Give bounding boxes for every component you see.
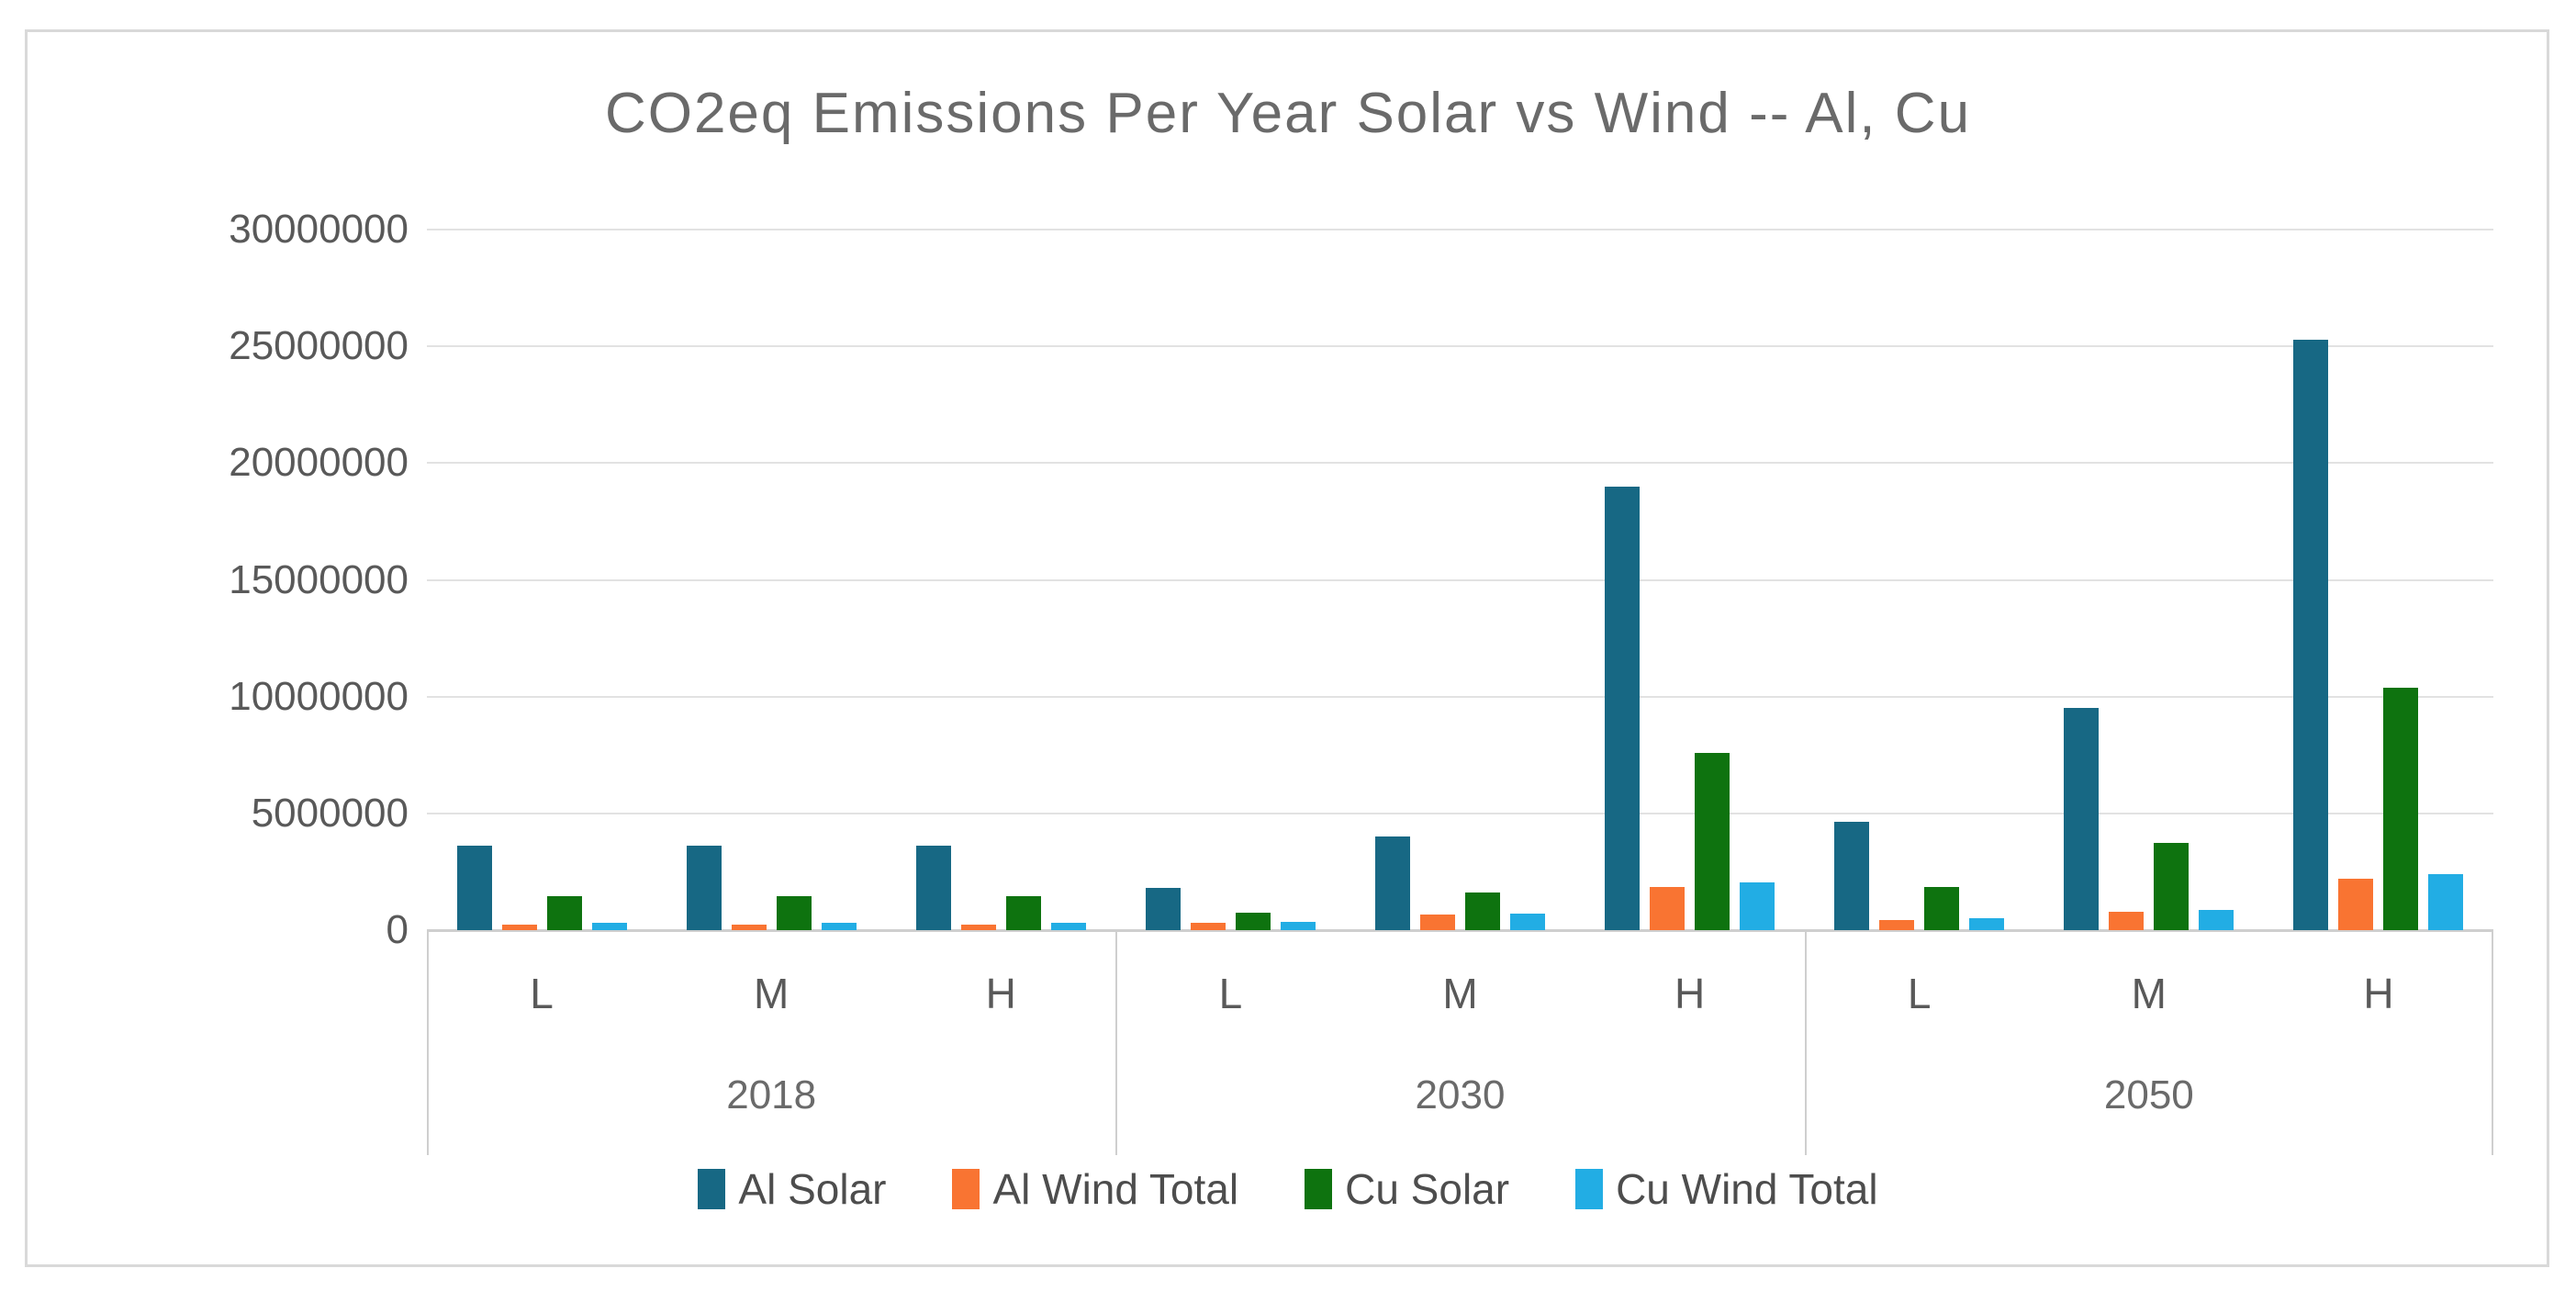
bar-al-wind-total <box>501 924 537 930</box>
bar-cu-solar <box>546 896 582 930</box>
bar-cluster-2050-M <box>2034 708 2264 930</box>
bar-cluster-2030-H <box>1575 486 1805 930</box>
bar-cluster-2030-L <box>1115 888 1345 930</box>
legend-item-cu-wind-total: Cu Wind Total <box>1575 1164 1878 1214</box>
gridline <box>427 345 2493 348</box>
bar-cluster-2018-M <box>656 846 886 930</box>
bar-cu-solar <box>1464 892 1500 930</box>
legend-swatch-icon <box>1575 1169 1604 1209</box>
category-axis: L M H L M H L M H 2018 2030 2050 <box>427 930 2493 1155</box>
group-year-label: 2050 <box>2103 1072 2194 1117</box>
subgroup-label: M <box>2131 970 2167 1017</box>
bar-al-wind-total <box>1879 920 1915 930</box>
chart-title: CO2eq Emissions Per Year Solar vs Wind -… <box>604 82 1972 145</box>
y-tick-label: 20000000 <box>229 440 409 486</box>
subgroup-label: H <box>1674 970 1706 1017</box>
subgroup-label: L <box>1218 970 1243 1017</box>
y-tick-label: 0 <box>386 907 409 952</box>
bar-al-solar <box>1605 486 1641 930</box>
bar-cu-solar <box>1005 896 1041 930</box>
bar-cu-wind-total <box>591 923 627 930</box>
subgroup-label: L <box>530 970 554 1017</box>
bar-cu-wind-total <box>821 923 857 930</box>
bar-al-solar <box>1145 888 1181 930</box>
bar-cluster-2050-L <box>1805 821 2034 930</box>
legend-swatch-icon <box>1305 1169 1333 1209</box>
bar-cluster-2018-H <box>886 846 1115 930</box>
x-axis-baseline <box>427 929 2493 932</box>
bar-cu-solar <box>1924 886 1960 930</box>
bar-al-wind-total <box>2338 879 2374 930</box>
bar-al-solar <box>1374 836 1410 930</box>
axis-group-divider <box>427 930 429 1155</box>
legend-label: Cu Solar <box>1345 1165 1510 1213</box>
bar-al-solar <box>1834 821 1870 930</box>
legend-item-al-wind-total: Al Wind Total <box>952 1164 1238 1214</box>
subgroup-label: M <box>754 970 790 1017</box>
y-tick-label: 10000000 <box>229 673 409 719</box>
legend-item-cu-solar: Cu Solar <box>1305 1164 1509 1214</box>
legend-label: Cu Wind Total <box>1616 1165 1878 1213</box>
bar-cu-solar <box>776 896 812 930</box>
bar-al-solar <box>456 846 492 930</box>
bar-cu-wind-total <box>1969 918 2005 930</box>
gridline <box>427 229 2493 230</box>
bar-cu-wind-total <box>2428 873 2464 930</box>
legend-label: Al Wind Total <box>992 1165 1239 1213</box>
gridline <box>427 695 2493 698</box>
bar-al-wind-total <box>1190 923 1226 930</box>
legend-swatch-icon <box>952 1169 980 1209</box>
bar-al-solar <box>2293 339 2329 930</box>
bar-al-solar <box>915 846 951 930</box>
subgroup-label: H <box>985 970 1016 1017</box>
y-tick-label: 5000000 <box>251 790 409 836</box>
gridline <box>427 578 2493 581</box>
y-tick-label: 25000000 <box>229 323 409 369</box>
gridline <box>427 462 2493 465</box>
subgroup-label: H <box>2363 970 2394 1017</box>
bar-cu-wind-total <box>1280 922 1316 930</box>
bar-cu-solar <box>1235 912 1271 930</box>
subgroup-label: L <box>1907 970 1932 1017</box>
bar-cu-solar <box>1695 752 1730 930</box>
axis-group-divider <box>2492 930 2493 1155</box>
bar-cluster-2030-M <box>1345 836 1574 930</box>
bar-al-solar <box>686 846 722 930</box>
bar-al-wind-total <box>960 924 996 930</box>
bar-al-wind-total <box>731 924 767 930</box>
bar-al-wind-total <box>1650 886 1686 930</box>
y-tick-label: 15000000 <box>229 556 409 602</box>
legend-label: Al Solar <box>738 1165 887 1213</box>
legend-swatch-icon <box>698 1169 726 1209</box>
axis-group-divider <box>1804 930 1807 1155</box>
group-year-label: 2030 <box>1415 1072 1506 1117</box>
group-year-label: 2018 <box>726 1072 817 1117</box>
bar-al-solar <box>2064 708 2100 930</box>
bar-cu-solar <box>2383 687 2419 930</box>
bar-cu-wind-total <box>1509 914 1545 930</box>
bar-cu-wind-total <box>1740 881 1775 930</box>
legend: Al Solar Al Wind Total Cu Solar Cu Wind Tot… <box>0 1164 2576 1214</box>
bar-cluster-2050-H <box>2264 339 2493 930</box>
bar-cu-wind-total <box>1050 923 1086 930</box>
axis-group-divider <box>1115 930 1118 1155</box>
figure-border <box>25 29 2549 1267</box>
bar-al-wind-total <box>1419 915 1455 930</box>
bar-al-wind-total <box>2109 912 2145 930</box>
subgroup-label: M <box>1442 970 1478 1017</box>
legend-item-al-solar: Al Solar <box>698 1164 886 1214</box>
y-tick-label: 30000000 <box>229 207 409 252</box>
plot-area <box>427 229 2493 932</box>
bar-cu-solar <box>2154 842 2190 930</box>
bar-cluster-2018-L <box>427 846 656 930</box>
gridline <box>427 812 2493 814</box>
bar-cu-wind-total <box>2199 910 2234 930</box>
